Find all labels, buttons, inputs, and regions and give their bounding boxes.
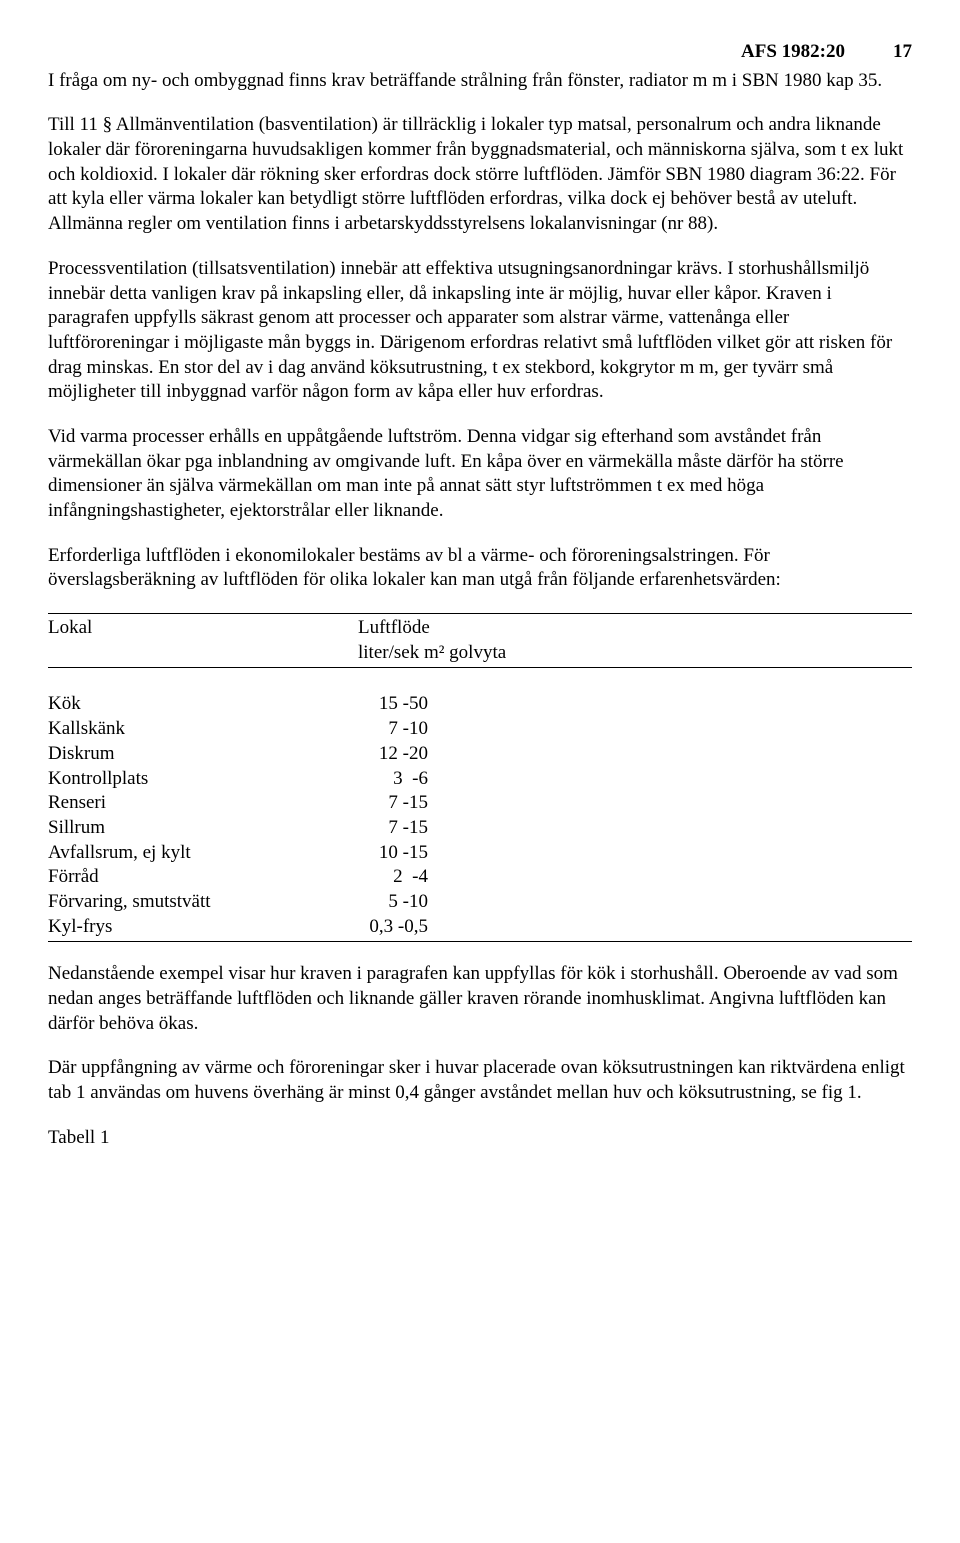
cell-value: 15 -50 [358, 692, 428, 717]
cell-value: 3 -6 [358, 767, 428, 792]
table-row: Förråd2 -4 [48, 865, 912, 890]
paragraph-3: Processventilation (tillsatsventilation)… [48, 257, 912, 405]
paragraph-7: Där uppfångning av värme och föroreninga… [48, 1056, 912, 1105]
table-row: Förvaring, smutstvätt5 -10 [48, 890, 912, 915]
cell-value: 0,3 -0,5 [358, 915, 428, 940]
cell-value: 5 -10 [358, 890, 428, 915]
paragraph-6: Nedanstående exempel visar hur kraven i … [48, 962, 912, 1036]
column-header-line1: Luftflöde [358, 617, 430, 638]
cell-value: 12 -20 [358, 742, 428, 767]
cell-lokal: Kök [48, 692, 358, 717]
page-number: 17 [893, 40, 912, 65]
cell-lokal: Diskrum [48, 742, 358, 767]
paragraph-4: Vid varma processer erhålls en uppåtgåen… [48, 425, 912, 524]
column-header-lokal: Lokal [48, 616, 358, 665]
cell-lokal: Sillrum [48, 816, 358, 841]
airflow-table: Lokal Luftflöde liter/sek m² golvyta Kök… [48, 613, 912, 942]
table-row: Diskrum12 -20 [48, 742, 912, 767]
table-row: Kök15 -50 [48, 692, 912, 717]
cell-value: 2 -4 [358, 865, 428, 890]
paragraph-2: Till 11 § Allmänventilation (basventilat… [48, 113, 912, 236]
paragraph-5: Erforderliga luftflöden i ekonomilokaler… [48, 544, 912, 593]
table-row: Renseri7 -15 [48, 791, 912, 816]
table-label: Tabell 1 [48, 1126, 912, 1151]
cell-lokal: Förvaring, smutstvätt [48, 890, 358, 915]
cell-value: 10 -15 [358, 841, 428, 866]
cell-value: 7 -10 [358, 717, 428, 742]
paragraph-1: I fråga om ny- och ombyggnad finns krav … [48, 69, 912, 94]
table-body: Kök15 -50Kallskänk7 -10Diskrum12 -20Kont… [48, 692, 912, 942]
cell-lokal: Kallskänk [48, 717, 358, 742]
cell-lokal: Avfallsrum, ej kylt [48, 841, 358, 866]
table-row: Kyl-frys0,3 -0,5 [48, 915, 912, 940]
page-header: AFS 1982:20 17 [48, 40, 912, 65]
cell-lokal: Förråd [48, 865, 358, 890]
table-row: Sillrum7 -15 [48, 816, 912, 841]
cell-lokal: Renseri [48, 791, 358, 816]
cell-lokal: Kyl-frys [48, 915, 358, 940]
cell-value: 7 -15 [358, 791, 428, 816]
document-reference: AFS 1982:20 [741, 40, 845, 65]
table-row: Kallskänk7 -10 [48, 717, 912, 742]
cell-value: 7 -15 [358, 816, 428, 841]
table-row: Kontrollplats3 -6 [48, 767, 912, 792]
column-header-line2: liter/sek m² golvyta [358, 642, 506, 663]
table-row: Avfallsrum, ej kylt10 -15 [48, 841, 912, 866]
column-header-luftflode: Luftflöde liter/sek m² golvyta [358, 616, 506, 665]
cell-lokal: Kontrollplats [48, 767, 358, 792]
table-header: Lokal Luftflöde liter/sek m² golvyta [48, 613, 912, 668]
